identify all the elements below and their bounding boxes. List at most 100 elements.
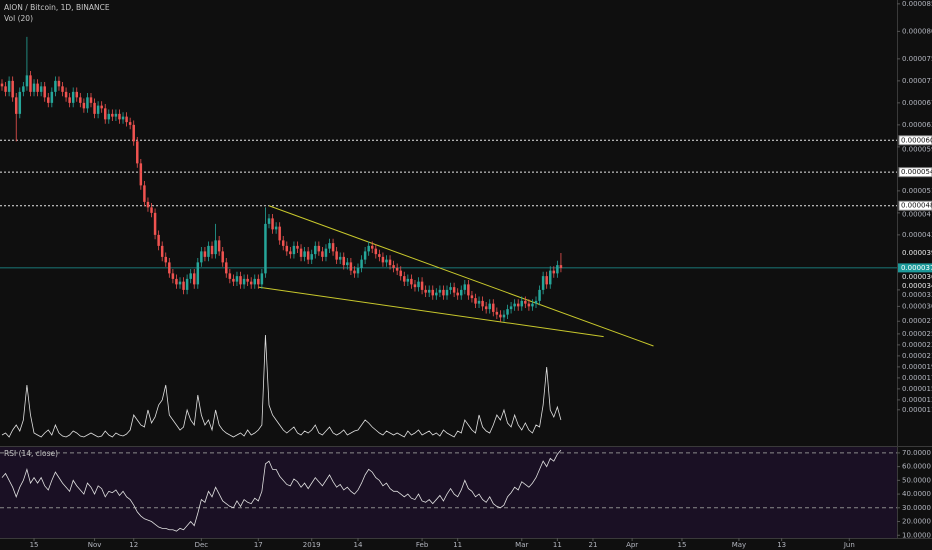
candle-body xyxy=(86,97,89,109)
candle-body xyxy=(467,284,470,296)
y-tick-label: 0.0000470 xyxy=(902,211,932,219)
x-tick-label: May xyxy=(732,541,746,549)
axis-marker-label: 0.0000397 xyxy=(902,249,932,257)
candle-body xyxy=(399,270,402,277)
y-tick-label: 0.0000800 xyxy=(902,27,932,35)
candle-body xyxy=(136,141,139,164)
candle-body xyxy=(541,276,545,290)
candle-body xyxy=(210,245,214,255)
candle-body xyxy=(459,289,463,296)
candle-body xyxy=(111,113,114,117)
candle-body xyxy=(303,251,306,257)
candle-body xyxy=(22,86,25,92)
candle-body xyxy=(395,267,399,271)
candle-body xyxy=(488,303,491,310)
candle-body xyxy=(232,278,235,282)
candle-body xyxy=(381,256,385,263)
x-tick-label: 14 xyxy=(354,541,363,549)
candle-body xyxy=(299,248,303,257)
candle-body xyxy=(79,97,82,103)
x-tick-label: 17 xyxy=(254,541,263,549)
candle-body xyxy=(385,259,388,263)
candle-body xyxy=(132,124,135,142)
candle-body xyxy=(7,80,11,92)
rsi-line xyxy=(1,449,562,532)
candle-body xyxy=(321,251,324,257)
x-tick-label: 2019 xyxy=(303,541,321,549)
x-tick-label: 15 xyxy=(30,541,39,549)
rsi-tick-label: 10.0000 xyxy=(902,531,931,539)
trend-line xyxy=(268,205,654,347)
candle-body xyxy=(25,75,29,87)
candle-body xyxy=(338,256,342,260)
candle-body xyxy=(531,303,534,307)
candle-body xyxy=(438,289,442,293)
candle-body xyxy=(374,248,378,255)
candle-body xyxy=(54,80,57,92)
candle-body xyxy=(43,86,46,98)
candle-body xyxy=(168,262,171,274)
candle-body xyxy=(107,113,111,120)
candle-body xyxy=(331,243,335,252)
candle-body xyxy=(317,245,321,252)
candle-body xyxy=(538,289,541,301)
candle-body xyxy=(520,300,524,307)
candle-body xyxy=(349,262,353,271)
candle-body xyxy=(225,262,228,274)
candle-body xyxy=(196,262,200,285)
candle-body xyxy=(189,273,192,279)
trend-line xyxy=(258,286,604,338)
candle-body xyxy=(32,83,36,92)
candle-body xyxy=(14,97,18,114)
candle-body xyxy=(513,303,516,307)
candle-body xyxy=(388,259,392,266)
candle-body xyxy=(296,245,299,249)
candle-body xyxy=(545,276,548,285)
candle-body xyxy=(289,251,292,255)
candle-body xyxy=(50,91,54,103)
rsi-tick-label: 60.0000 xyxy=(902,463,931,471)
candle-body xyxy=(57,80,61,87)
candle-body xyxy=(410,278,413,285)
candle-body xyxy=(150,207,153,213)
price-line-label: 0.0000483 xyxy=(901,202,932,210)
candle-body xyxy=(477,300,481,304)
x-tick-label: 12 xyxy=(129,541,138,549)
candle-body xyxy=(527,303,531,307)
candle-body xyxy=(228,273,232,279)
candle-body xyxy=(492,303,495,312)
candle-body xyxy=(335,251,338,260)
x-tick-label: 13 xyxy=(777,541,786,549)
x-tick-label: Mar xyxy=(515,541,528,549)
candle-body xyxy=(178,281,182,285)
candle-body xyxy=(516,303,520,307)
candle-body xyxy=(346,262,349,266)
candle-body xyxy=(39,86,43,92)
x-tick-label: 11 xyxy=(553,541,562,549)
y-tick-label: 0.0000190 xyxy=(902,363,932,371)
candle-body xyxy=(11,80,14,98)
candle-body xyxy=(552,270,556,274)
candle-body xyxy=(509,306,513,310)
candle-body xyxy=(235,276,239,282)
x-tick-label: Dec xyxy=(195,541,209,549)
candle-body xyxy=(157,234,160,246)
candle-body xyxy=(207,245,210,257)
volume-title: Vol (20) xyxy=(4,14,33,23)
candle-body xyxy=(18,91,22,114)
candle-body xyxy=(0,83,4,87)
candle-body xyxy=(36,83,39,92)
candle-body xyxy=(267,218,271,224)
candle-body xyxy=(449,287,452,290)
candle-body xyxy=(484,306,488,310)
rsi-tick-label: 20.0000 xyxy=(902,518,931,526)
candle-body xyxy=(292,245,296,255)
candle-body xyxy=(93,102,96,114)
y-tick-label: 0.0000170 xyxy=(902,374,932,382)
candle-body xyxy=(171,273,175,279)
candle-body xyxy=(378,254,381,257)
candle-body xyxy=(549,270,552,285)
candle-body xyxy=(203,251,207,257)
candle-body xyxy=(160,245,164,257)
